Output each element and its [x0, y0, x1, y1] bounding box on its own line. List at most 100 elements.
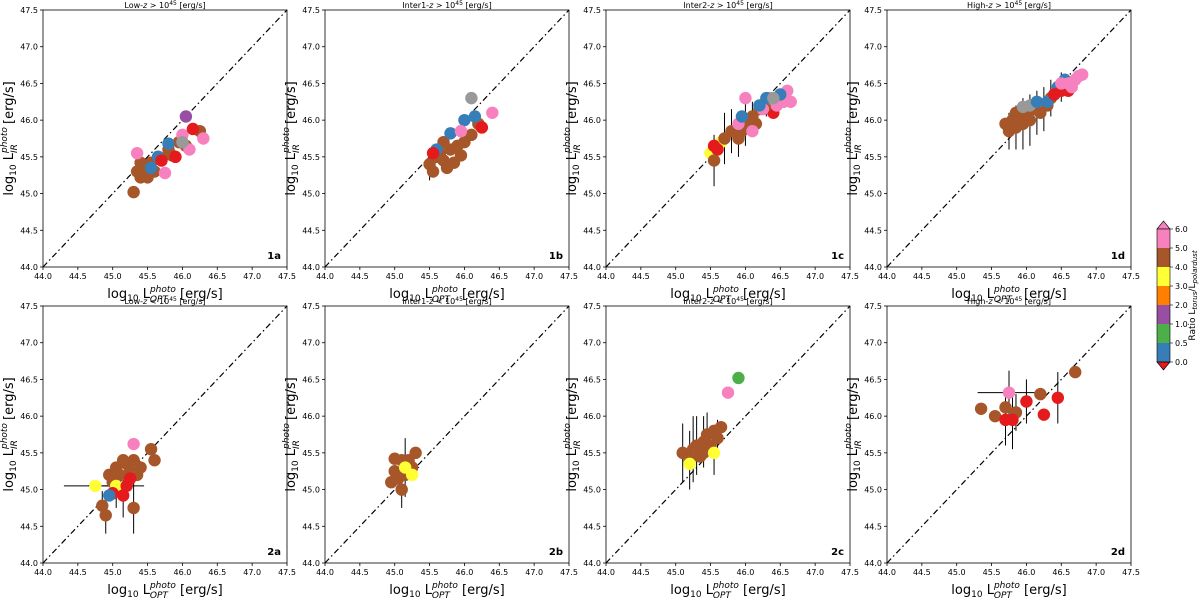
x-axis-label: log10 Lphoto OPT [erg/s] [389, 285, 504, 305]
data-point-brown [127, 185, 140, 199]
x-tick-label: 45.0 [667, 272, 685, 281]
data-point-brown [134, 156, 147, 169]
x-tick-label: 45.5 [983, 568, 1001, 577]
y-tick-label: 46.0 [864, 412, 882, 421]
panel-2c: 44.0 44.5 45.0 45.5 46.0 46.5 47.0 47.5 44.0 44.5… [563, 296, 859, 601]
data-point-red [116, 489, 130, 502]
data-points [385, 446, 422, 496]
xlabel-sup: photo [993, 581, 1020, 591]
y-tick-label: 46.5 [864, 375, 882, 384]
x-tick-label: 45.5 [139, 272, 157, 281]
colorbar-frame [1156, 228, 1171, 363]
colorbar-extend-under [1156, 361, 1171, 371]
colorbar-tick-label: 2.0 [1175, 301, 1188, 310]
y-tick-label: 45.0 [20, 486, 38, 495]
data-point-brown [1034, 387, 1047, 401]
y-tick-label: 47.0 [20, 43, 38, 52]
title-part: z [142, 297, 148, 306]
title-part: Inter1- [402, 1, 429, 10]
xlabel-sup: photo [431, 581, 458, 591]
title-part: < 10 [714, 297, 736, 306]
panel-id-label: 1c [831, 251, 844, 262]
x-tick-label: 45.0 [104, 272, 122, 281]
ylabel-part: log [284, 472, 299, 492]
data-point-pink [1076, 68, 1089, 81]
ylabel-part: L [2, 448, 17, 460]
data-point-blue [103, 489, 116, 502]
xlabel-sup: photo [431, 285, 458, 295]
title-part: [erg/s] [744, 1, 773, 10]
y-tick-label: 44.5 [20, 522, 38, 531]
x-tick-label: 46.0 [1018, 568, 1036, 577]
cbl-part: Ratio L [1188, 310, 1198, 341]
data-point-brown [697, 446, 710, 460]
x-tick-label: 46.0 [456, 568, 474, 577]
x-axis-label: log10 Lphoto OPT [erg/s] [951, 581, 1066, 601]
xlabel-unit: [erg/s] [1020, 287, 1067, 302]
data-point-pink [784, 95, 797, 108]
y-tick-label: 45.0 [583, 486, 601, 495]
colorbar-bin [1157, 267, 1170, 286]
ylabel-subscript: IR [854, 440, 864, 449]
xlabel-part: L [139, 583, 151, 598]
xlabel-unit: [erg/s] [739, 583, 786, 598]
data-point-pink [746, 124, 759, 138]
title-part: High- [967, 297, 988, 306]
ylabel-subscript: IR [573, 144, 583, 153]
x-tick-label: 45.5 [421, 568, 439, 577]
y-tick-label: 46.5 [302, 79, 320, 88]
data-point-brown [711, 431, 724, 445]
colorbar-label: Ratio Ltorus/Lpolardust [1188, 250, 1199, 340]
y-axis-label: log10 LphotoIR [erg/s] [844, 81, 864, 195]
x-tick-label: 44.0 [597, 568, 615, 577]
x-tick-label: 47.5 [278, 568, 296, 577]
xlabel-unit: [erg/s] [176, 287, 223, 302]
ylabel-unit: [erg/s] [2, 81, 17, 128]
data-point-red [1006, 413, 1019, 427]
panel-title: Inter2-z < 1045 [erg/s] [683, 296, 772, 306]
x-tick-label: 45.0 [386, 568, 404, 577]
y-tick-label: 44.5 [302, 226, 320, 235]
data-point-pink [127, 437, 140, 451]
y-tick-label: 45.5 [864, 449, 882, 458]
y-axis-label: log10 LphotoIR [erg/s] [282, 81, 302, 195]
data-points [89, 437, 161, 522]
title-part: > 10 [993, 1, 1015, 10]
data-point-pink [739, 91, 752, 105]
panel-title: Low-z < 1045 [erg/s] [124, 296, 205, 306]
title-part: Inter2- [683, 297, 710, 306]
xlabel-sub: 10 [127, 590, 139, 600]
ylabel-subscript: IR [10, 440, 20, 449]
data-point-brown [1069, 365, 1082, 379]
xlabel-part: L [421, 583, 433, 598]
y-tick-label: 44.0 [864, 263, 882, 272]
title-sup: 45 [736, 0, 744, 7]
panel-1c: 44.0 44.5 45.0 45.5 46.0 46.5 47.0 47.5 44.0 44.5… [563, 0, 859, 305]
y-tick-label: 46.0 [864, 116, 882, 125]
title-part: [erg/s] [1022, 297, 1051, 306]
ylabel-sub: 10 [853, 164, 863, 176]
y-tick-label: 45.0 [864, 486, 882, 495]
data-point-red [120, 479, 133, 493]
xlabel-sub: 10 [127, 294, 139, 304]
x-tick-label: 45.0 [948, 272, 966, 281]
data-point-brown [113, 468, 126, 482]
title-part: [erg/s] [177, 297, 206, 306]
panel-title: High-z < 1045 [erg/s] [967, 296, 1051, 306]
title-part: Inter1- [402, 297, 429, 306]
data-point-brown [409, 446, 422, 460]
x-tick-label: 46.5 [1052, 272, 1070, 281]
y-tick-label: 47.0 [583, 339, 601, 348]
data-point-red [711, 143, 724, 156]
title-part: Low- [124, 297, 143, 306]
ylabel-sub: 10 [9, 164, 19, 176]
ylabel-part: L [846, 152, 861, 164]
x-tick-label: 44.5 [69, 568, 87, 577]
data-point-brown [451, 139, 464, 153]
xlabel-part: L [983, 583, 995, 598]
title-part: [erg/s] [463, 297, 492, 306]
y-axis-label: log10 LphotoIR [erg/s] [282, 377, 302, 491]
xlabel-sub: 10 [409, 590, 421, 600]
y-tick-label: 47.5 [864, 302, 882, 311]
xlabel-subscript: OPT [994, 591, 1014, 601]
